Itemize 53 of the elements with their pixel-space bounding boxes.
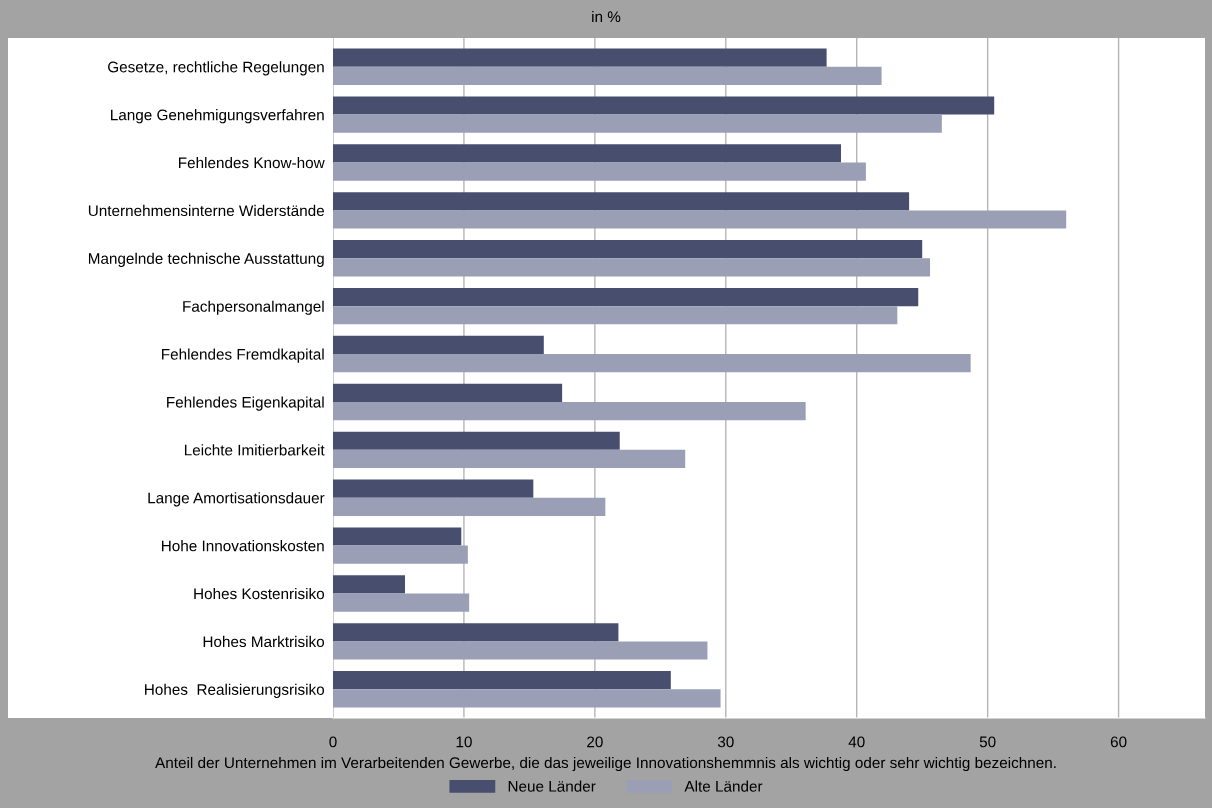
bar	[333, 479, 534, 498]
y-tick-label: Leichte Imitierbarkeit	[184, 444, 325, 456]
bar	[333, 689, 721, 708]
bar	[333, 335, 544, 355]
x-tick-label: 40	[848, 736, 865, 748]
y-tick-label: Lange Genehmigungsverfahren	[111, 109, 324, 124]
x-tick-label: 60	[1110, 736, 1127, 748]
bar	[333, 593, 470, 612]
bar	[333, 210, 1067, 229]
bar	[333, 623, 619, 642]
bar	[333, 449, 686, 469]
bar	[333, 354, 971, 373]
bar	[333, 192, 910, 211]
bar	[333, 401, 806, 421]
bar	[333, 240, 923, 259]
bar	[333, 575, 406, 594]
bar	[333, 144, 842, 163]
bar	[333, 431, 620, 450]
chart-subtitle: in %	[592, 10, 621, 23]
y-tick-label: Lange Amortisationsdauer	[148, 492, 325, 507]
bar	[333, 383, 563, 402]
y-tick-label: Hohes Kostenrisiko	[194, 587, 325, 600]
y-tick-label: Unternehmensinterne Widerstände	[88, 204, 324, 217]
y-tick-label: Fehlendes Know-how	[179, 156, 325, 169]
y-tick-label: Fehlendes Fremdkapital	[162, 348, 324, 363]
x-tick-label: 50	[979, 736, 996, 748]
y-tick-label: Hohes Marktrisiko	[203, 635, 325, 648]
x-tick-label: 0	[329, 736, 337, 748]
bar	[333, 497, 606, 516]
bar	[333, 96, 995, 115]
x-axis-title: Anteil der Unternehmen im Verarbeitenden Gewerbe, die das jeweilige Innovationshemmnis als wichtig oder sehr wichtig bezeichnen.	[155, 756, 1056, 772]
y-tick-label: Hohe Innovationskosten	[162, 540, 324, 552]
y-tick-label: Mangelnde technische Ausstattung	[88, 252, 324, 267]
x-tick-label: 10	[456, 736, 472, 748]
legend-label: Neue Länder	[508, 780, 596, 792]
bar	[333, 671, 671, 690]
x-tick-label: 30	[717, 736, 734, 748]
bar	[333, 48, 827, 67]
bar	[333, 306, 898, 325]
bar	[333, 287, 919, 307]
x-tick-label: 20	[587, 736, 603, 748]
y-tick-label: Hohes Realisierungsrisiko	[145, 683, 325, 698]
bar	[333, 527, 462, 546]
y-tick-label: Fachpersonalmangel	[183, 300, 324, 315]
bar	[333, 66, 882, 85]
bar	[333, 641, 708, 660]
y-tick-label: Gesetze, rechtliche Regelungen	[108, 61, 324, 76]
bar	[333, 258, 931, 277]
y-tick-label: Fehlendes Eigenkapital	[167, 396, 324, 411]
legend-label: Alte Länder	[684, 780, 763, 792]
bar	[333, 545, 468, 564]
bar	[333, 114, 942, 133]
bar	[333, 162, 866, 181]
